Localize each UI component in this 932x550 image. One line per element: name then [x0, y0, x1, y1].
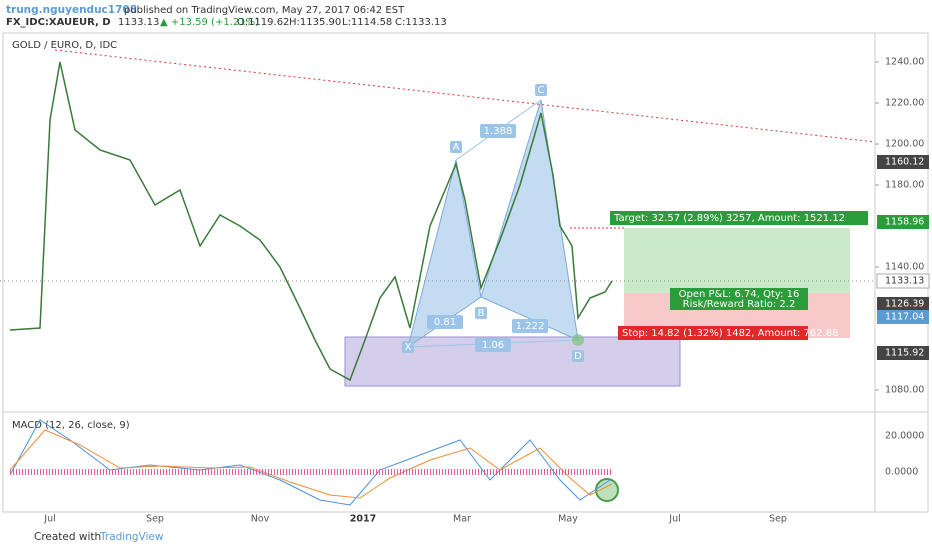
price-tick-label: 1220.00	[885, 98, 924, 109]
price-badge-label: 1133.13	[885, 276, 924, 287]
price-series	[9, 61, 613, 382]
time-tick-label: Jul	[43, 514, 55, 525]
price-badge	[877, 215, 929, 229]
pnl-label: Open P&L: 6.74, Qty: 16	[679, 289, 800, 300]
price-badge-label: 1158.96	[885, 217, 924, 228]
symbol: FX_IDC:XAUEUR, D	[6, 17, 111, 28]
price-badge	[877, 155, 929, 169]
footer-brand[interactable]: TradingView	[99, 531, 164, 543]
time-tick-label: Mar	[453, 514, 471, 525]
macd-tick-label: 20.0000	[885, 431, 924, 442]
ratio-bg	[475, 338, 511, 352]
stop-label: Stop: 14.82 (1.32%) 1482, Amount: 762.88	[622, 328, 838, 339]
price-badge	[877, 310, 929, 324]
pattern-ratio: 1.388	[484, 126, 513, 137]
chart-title: GOLD / EURO, D, IDC	[12, 40, 117, 51]
price-badge-label: 1117.04	[885, 312, 924, 323]
target-badge	[610, 211, 868, 225]
ratio-bg	[480, 124, 516, 138]
open: O:1119.62	[237, 17, 289, 28]
pattern-point: A	[453, 142, 460, 153]
pattern-ratio: 1.222	[516, 321, 545, 332]
frame	[2, 32, 929, 513]
pattern-point-bg	[572, 350, 584, 362]
price-badge-label: 1160.12	[885, 157, 924, 168]
ratio-bg	[512, 319, 548, 333]
target-zone	[624, 228, 850, 293]
price-badge-label: 1126.39	[885, 299, 924, 310]
pattern-point: C	[538, 85, 545, 96]
time-tick-label: Jul	[668, 514, 680, 525]
pattern-point-bg	[475, 307, 487, 319]
pattern-point: X	[405, 342, 412, 353]
macd-title: MACD (12, 26, close, 9)	[12, 420, 130, 431]
target-label: Target: 32.57 (2.89%) 3257, Amount: 1521…	[613, 213, 845, 224]
pattern-ratio: 0.81	[434, 317, 456, 328]
price-badge-label: 1115.92	[885, 348, 924, 359]
pattern-point: D	[574, 351, 582, 362]
rr-label: Risk/Reward Ratio: 2.2	[683, 299, 796, 310]
price-badge	[877, 346, 929, 360]
stop-badge	[618, 326, 808, 340]
macd-tick-label: 0.0000	[885, 467, 918, 478]
author[interactable]: trung.nguyenduc1708	[6, 4, 137, 16]
pattern-point: B	[478, 308, 485, 319]
price-tick-label: 1200.00	[885, 139, 924, 150]
ratio-bg	[427, 315, 463, 329]
macd-line	[9, 419, 611, 506]
macd-marker	[595, 478, 619, 502]
zone	[344, 336, 681, 387]
time-tick-label: Sep	[769, 514, 787, 525]
change: ▲ +13.59 (+1.21%)	[160, 17, 259, 28]
price-badge	[877, 297, 929, 311]
price-tick-label: 1140.00	[885, 262, 924, 273]
close: C:1133.13	[395, 17, 447, 28]
high: H:1135.90	[289, 17, 341, 28]
pattern-point-bg	[450, 141, 462, 153]
pattern-point-bg	[402, 341, 414, 353]
marker	[572, 334, 584, 346]
price-tick-label: 1080.00	[885, 385, 924, 396]
pattern-point-bg	[535, 84, 547, 96]
published: published on TradingView.com, May 27, 20…	[124, 5, 405, 16]
time-tick-label: Sep	[146, 514, 164, 525]
price-tick-label: 1180.00	[885, 180, 924, 191]
footer-created: Created with	[34, 531, 101, 543]
price: 1133.13	[118, 17, 159, 28]
time-tick-label: 2017	[350, 514, 376, 525]
pnl-badge	[670, 288, 808, 310]
price-badge	[876, 273, 930, 289]
low: L:1114.58	[342, 17, 392, 28]
pattern-ratio: 1.06	[482, 340, 504, 351]
price-tick-label: 1240.00	[885, 57, 924, 68]
signal-line	[9, 429, 613, 499]
time-tick-label: Nov	[251, 514, 270, 525]
time-tick-label: May	[558, 514, 578, 525]
